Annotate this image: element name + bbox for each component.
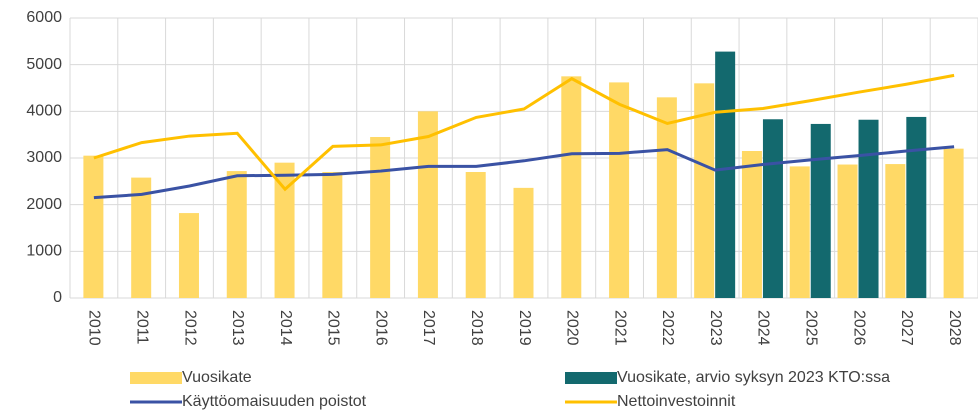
- x-tick-label: 2020: [564, 310, 581, 346]
- x-tick-label: 2023: [707, 310, 724, 346]
- bar: [322, 172, 343, 298]
- bar: [715, 51, 736, 298]
- bar: [226, 171, 247, 298]
- x-tick-label: 2015: [325, 310, 342, 346]
- x-tick-label: 2017: [420, 310, 437, 346]
- bar: [943, 148, 964, 298]
- bar: [370, 137, 391, 298]
- x-tick-label: 2014: [277, 310, 294, 346]
- bar: [694, 83, 715, 298]
- bar: [656, 97, 677, 298]
- x-tick-label: 2028: [946, 310, 963, 346]
- x-tick-label: 2022: [659, 310, 676, 346]
- bar: [858, 119, 879, 298]
- bar: [178, 213, 199, 298]
- x-tick-label: 2019: [516, 310, 533, 346]
- bar: [417, 111, 438, 298]
- legend-label: Vuosikate, arvio syksyn 2023 KTO:ssa: [617, 369, 890, 386]
- y-tick-label: 6000: [26, 9, 62, 26]
- y-tick-label: 0: [53, 289, 62, 306]
- bar: [465, 172, 486, 298]
- bar: [906, 116, 927, 298]
- y-tick-label: 2000: [26, 196, 62, 213]
- x-tick-label: 2021: [611, 310, 628, 346]
- y-tick-label: 3000: [26, 149, 62, 166]
- x-tick-label: 2026: [850, 310, 867, 346]
- x-tick-label: 2024: [755, 310, 772, 346]
- bar: [561, 76, 582, 298]
- bar: [789, 166, 810, 298]
- x-tick-label: 2016: [372, 310, 389, 346]
- x-tick-label: 2027: [898, 310, 915, 346]
- bar: [837, 164, 858, 298]
- legend-label: Käyttöomaisuuden poistot: [182, 393, 367, 410]
- bar: [762, 119, 783, 299]
- bar: [609, 82, 630, 299]
- bar: [513, 187, 534, 298]
- x-tick-label: 2013: [229, 310, 246, 346]
- y-tick-label: 1000: [26, 243, 62, 260]
- x-tick-label: 2012: [181, 310, 198, 346]
- bar: [131, 177, 152, 298]
- legend-swatch: [565, 372, 617, 384]
- line: [93, 145, 955, 200]
- legend-label: Nettoinvestoinnit: [617, 393, 736, 410]
- y-tick-label: 4000: [26, 103, 62, 120]
- bar: [274, 162, 295, 298]
- legend-swatch: [130, 372, 182, 384]
- x-tick-label: 2025: [803, 310, 820, 346]
- line: [93, 73, 955, 192]
- x-tick-label: 2018: [468, 310, 485, 346]
- x-tick-label: 2010: [86, 310, 103, 346]
- bar: [885, 164, 906, 298]
- bar: [83, 155, 104, 298]
- bar: [741, 151, 762, 298]
- legend-label: Vuosikate: [182, 369, 252, 386]
- x-tick-label: 2011: [133, 310, 150, 345]
- bar: [810, 123, 831, 298]
- y-tick-label: 5000: [26, 56, 62, 73]
